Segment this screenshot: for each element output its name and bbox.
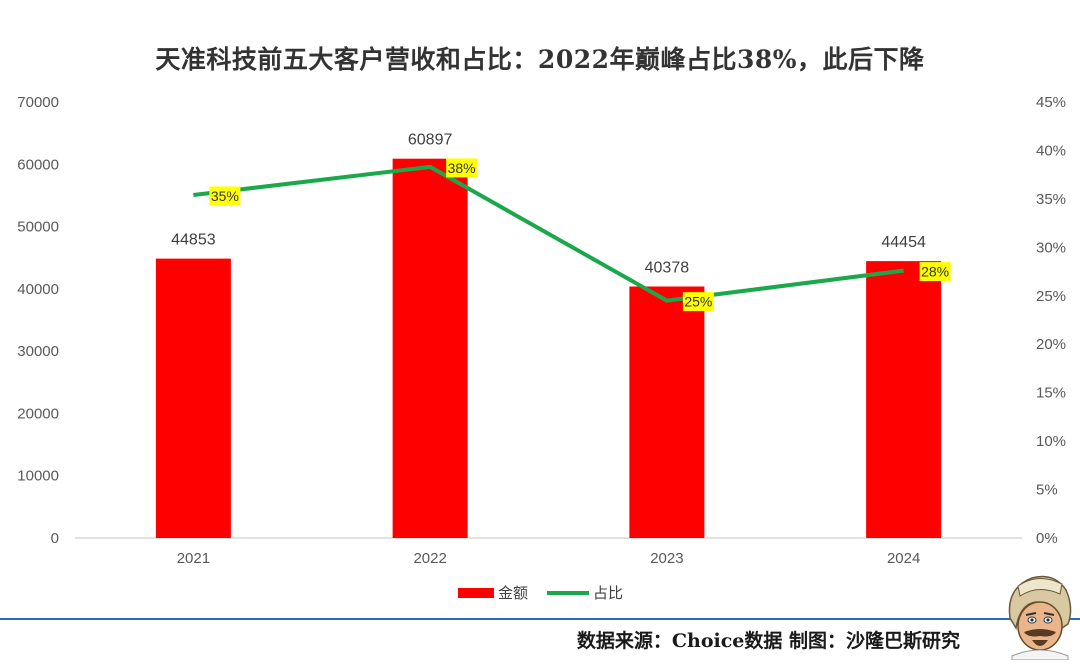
bar-data-label: 44853 xyxy=(171,232,216,249)
line-label-background xyxy=(209,186,241,206)
line-data-labels: 35% 38% 25% 28% xyxy=(209,158,951,312)
y-tick-label: 70000 xyxy=(17,94,59,111)
y2-tick-label: 0% xyxy=(1036,530,1058,547)
bar xyxy=(155,258,231,538)
y-tick-label: 10000 xyxy=(17,468,59,485)
source-note: 数据来源：Choice数据 制图：沙隆巴斯研究 xyxy=(576,630,960,652)
y2-tick-label: 35% xyxy=(1036,191,1066,208)
line-series xyxy=(193,164,904,303)
y2-tick-label: 25% xyxy=(1036,288,1066,305)
y-tick-label: 40000 xyxy=(17,281,59,298)
bar-data-labels: 44853 60897 40378 44454 xyxy=(171,132,926,277)
line-data-label: 38% xyxy=(448,160,476,176)
legend-label-line: 占比 xyxy=(593,584,623,602)
y-axis-right-ticks: 0% 5% 10% 15% 20% 25% 30% 35% 40% 45% xyxy=(1036,94,1066,547)
chart-title: 天准科技前五大客户营收和占比：2022年巅峰占比38%，此后下降 xyxy=(155,45,925,74)
y-axis-left-ticks: 0 10000 20000 30000 40000 50000 60000 70000 xyxy=(17,94,59,547)
legend: 金额 占比 xyxy=(458,584,623,602)
y2-tick-label: 30% xyxy=(1036,239,1066,256)
y-tick-label: 20000 xyxy=(17,405,59,422)
line-label-background xyxy=(919,262,951,282)
line-data-label: 28% xyxy=(921,264,949,280)
bar xyxy=(866,261,942,538)
legend-label-bar: 金额 xyxy=(498,584,528,602)
bar-data-label: 60897 xyxy=(408,132,453,149)
legend-swatch-bar xyxy=(458,588,494,598)
line-path xyxy=(193,164,904,303)
x-tick-label: 2021 xyxy=(177,550,210,567)
line-data-label: 35% xyxy=(211,188,239,204)
x-tick-label: 2022 xyxy=(413,550,446,567)
bottom-divider xyxy=(0,618,1080,620)
x-axis-ticks: 2021 2022 2023 2024 xyxy=(177,550,921,567)
x-tick-label: 2024 xyxy=(887,550,920,567)
line-label-background xyxy=(682,292,714,312)
y2-tick-label: 15% xyxy=(1036,385,1066,402)
y-tick-label: 50000 xyxy=(17,219,59,236)
bar-data-label: 44454 xyxy=(881,234,926,251)
y-tick-label: 60000 xyxy=(17,156,59,173)
bar-series xyxy=(155,158,942,539)
bar xyxy=(392,158,468,539)
y2-tick-label: 5% xyxy=(1036,482,1058,499)
mascot-logo-icon xyxy=(1008,575,1072,660)
y2-tick-label: 45% xyxy=(1036,94,1066,111)
y-tick-label: 30000 xyxy=(17,343,59,360)
y2-tick-label: 40% xyxy=(1036,142,1066,159)
y-tick-label: 0 xyxy=(51,530,59,547)
bar-data-label: 40378 xyxy=(645,260,690,277)
line-label-background xyxy=(446,158,478,178)
x-tick-label: 2023 xyxy=(650,550,683,567)
line-data-label: 25% xyxy=(684,294,712,310)
bar xyxy=(629,286,705,538)
y2-tick-label: 10% xyxy=(1036,433,1066,450)
y2-tick-label: 20% xyxy=(1036,336,1066,353)
